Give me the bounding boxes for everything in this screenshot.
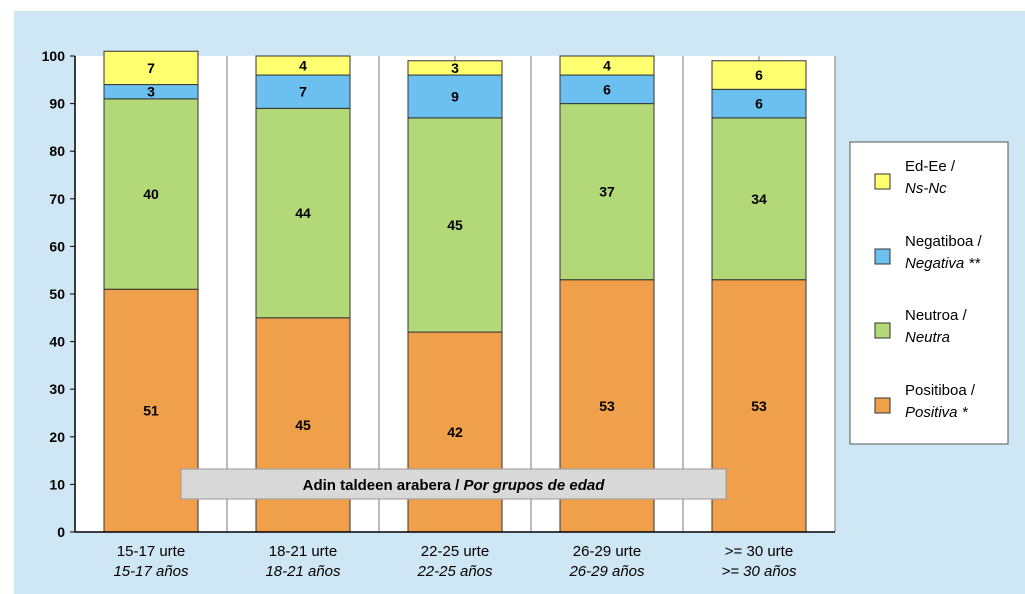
- data-label: 34: [751, 191, 767, 207]
- y-tick-label: 30: [49, 381, 65, 397]
- y-tick-label: 40: [49, 334, 65, 350]
- legend-label: Neutroa /: [905, 307, 968, 324]
- legend-label: Ed-Ee /: [905, 158, 956, 175]
- category-label-es: 26-29 años: [568, 563, 645, 580]
- legend-swatch: [874, 322, 891, 339]
- data-label: 45: [447, 217, 463, 233]
- bar-segment: [407, 117, 503, 333]
- y-tick-label: 90: [49, 96, 65, 112]
- bar-segment: [255, 55, 351, 76]
- legend-label-es: Neutra: [905, 329, 950, 346]
- category-label: 18-21 urte: [269, 543, 337, 560]
- data-label: 6: [755, 67, 763, 83]
- bar-segment: [711, 279, 807, 533]
- legend-swatch: [874, 397, 891, 414]
- y-tick-label: 80: [49, 143, 65, 159]
- y-tick-label: 100: [42, 48, 66, 64]
- y-tick-label: 20: [49, 429, 65, 445]
- legend: [849, 141, 1009, 445]
- annotation-text: Adin taldeen arabera / Por grupos de eda…: [303, 477, 606, 494]
- legend-label-es: Ns-Nc: [905, 180, 947, 197]
- legend-label: Negatiboa /: [905, 233, 983, 250]
- category-label-es: 15-17 años: [113, 563, 189, 580]
- y-tick-label: 50: [49, 286, 65, 302]
- bar-segment: [407, 60, 503, 76]
- data-label: 42: [447, 424, 463, 440]
- y-tick-label: 60: [49, 238, 65, 254]
- bar-segment: [711, 117, 807, 281]
- data-label: 4: [299, 58, 307, 74]
- category-label-es: 18-21 años: [265, 563, 341, 580]
- data-label: 45: [295, 417, 311, 433]
- bar-segment: [559, 55, 655, 76]
- data-label: 44: [295, 205, 311, 221]
- category-label: 15-17 urte: [117, 543, 185, 560]
- data-label: 3: [147, 84, 155, 100]
- annotation-box: [180, 468, 727, 500]
- bar-segment: [407, 74, 503, 119]
- category-label-es: 22-25 años: [416, 563, 493, 580]
- data-label: 3: [451, 60, 459, 76]
- data-label: 37: [599, 184, 615, 200]
- bar-segment: [559, 103, 655, 281]
- data-label: 53: [599, 398, 615, 414]
- legend-swatch: [874, 248, 891, 265]
- data-label: 9: [451, 88, 459, 104]
- y-tick-label: 70: [49, 191, 65, 207]
- legend-label: Positiboa /: [905, 382, 976, 399]
- y-tick-label: 10: [49, 476, 65, 492]
- data-label: 53: [751, 398, 767, 414]
- data-label: 6: [755, 96, 763, 112]
- bar-segment: [559, 74, 655, 105]
- bar-segment: [103, 98, 199, 290]
- bar-segment: [255, 74, 351, 109]
- data-label: 6: [603, 81, 611, 97]
- bar-segment: [711, 60, 807, 90]
- y-tick-label: 0: [57, 524, 65, 540]
- category-label-es: >= 30 años: [721, 563, 797, 580]
- category-label: >= 30 urte: [725, 543, 793, 560]
- data-label: 7: [299, 84, 307, 100]
- category-label: 22-25 urte: [421, 543, 489, 560]
- category-label: 26-29 urte: [573, 543, 641, 560]
- legend-label-es: Positiva *: [905, 404, 969, 421]
- data-label: 40: [143, 186, 159, 202]
- bar-segment: [103, 50, 199, 86]
- bar-segment: [255, 107, 351, 319]
- data-label: 4: [603, 58, 611, 74]
- data-label: 51: [143, 403, 159, 419]
- data-label: 7: [147, 60, 155, 76]
- legend-label-es: Negativa **: [905, 255, 981, 272]
- legend-swatch: [874, 173, 891, 190]
